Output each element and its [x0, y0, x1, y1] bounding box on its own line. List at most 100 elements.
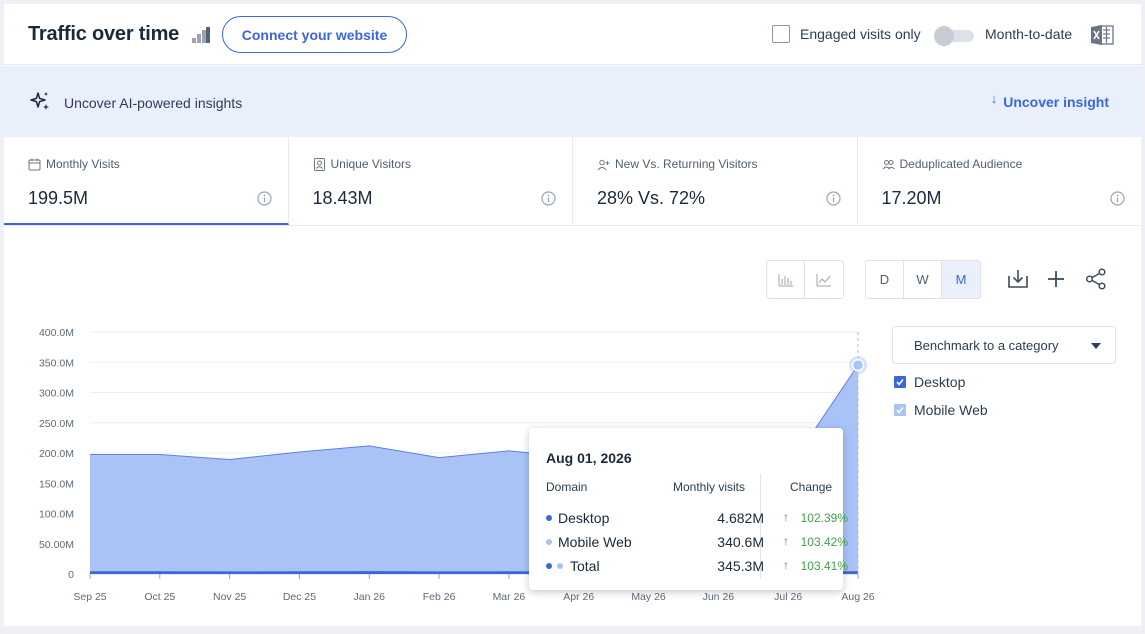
tooltip-row-name: Total	[570, 558, 600, 574]
metric-label: Deduplicated Audience	[899, 157, 1023, 171]
mobile-web-dot	[557, 563, 563, 569]
metric-label: Unique Visitors	[330, 157, 411, 171]
arrow-up-icon: ↑	[783, 534, 789, 548]
y-tick-label: 150.0M	[39, 478, 74, 490]
y-tick-label: 50.00M	[39, 539, 74, 551]
x-tick-label: Feb 26	[423, 591, 456, 603]
engaged-checkbox-box[interactable]	[772, 25, 790, 43]
y-tick-label: 250.0M	[39, 418, 74, 430]
x-tick-label: Jun 26	[703, 591, 735, 603]
legend-label: Desktop	[914, 374, 966, 390]
y-tick-label: 0	[68, 569, 74, 581]
metric-deduplicated-audience[interactable]: Deduplicated Audience 17.20M	[858, 137, 1142, 225]
person-card-icon	[313, 157, 325, 171]
metric-new-vs-returning[interactable]: New Vs. Returning Visitors 28% Vs. 72%	[573, 137, 858, 225]
granularity-month-button[interactable]: M	[942, 261, 980, 298]
legend-mobile-web[interactable]: Mobile Web	[894, 402, 988, 418]
tooltip-row-change: 102.39%	[800, 511, 848, 525]
hover-point	[851, 358, 865, 372]
engaged-visits-checkbox[interactable]: Engaged visits only	[772, 25, 921, 43]
engaged-label: Engaged visits only	[800, 26, 921, 42]
desktop-dot	[546, 515, 552, 521]
month-to-date-label: Month-to-date	[985, 26, 1073, 42]
desktop-dot	[546, 563, 552, 569]
line-chart-button[interactable]	[805, 261, 843, 298]
tooltip-row-visits: 340.6M	[717, 534, 764, 550]
tooltip-col-domain: Domain	[546, 480, 588, 494]
granularity-day-button[interactable]: D	[866, 261, 904, 298]
info-icon[interactable]	[1110, 191, 1125, 206]
metric-unique-visitors[interactable]: Unique Visitors 18.43M	[289, 137, 573, 225]
metric-label: New Vs. Returning Visitors	[615, 157, 758, 171]
calendar-icon	[28, 158, 41, 170]
tooltip-row-change: 103.41%	[800, 559, 848, 573]
tooltip-col-change: Change	[790, 480, 833, 494]
info-icon[interactable]	[256, 191, 272, 206]
chart-tooltip: Aug 01, 2026 Domain Monthly visits Chang…	[529, 428, 848, 590]
excel-icon[interactable]	[1090, 24, 1114, 46]
tooltip-row-change: 103.42%	[800, 535, 848, 549]
metric-monthly-visits[interactable]: Monthly Visits 199.5M	[4, 137, 289, 225]
metric-value: 199.5M	[28, 188, 89, 208]
share-icon[interactable]	[1085, 268, 1107, 290]
plus-icon[interactable]	[1045, 268, 1067, 290]
tooltip-row-visits: 345.3M	[717, 558, 764, 574]
granularity-toggle: D W M	[865, 260, 981, 299]
x-tick-label: Dec 25	[283, 591, 316, 603]
x-tick-label: Apr 26	[563, 591, 594, 603]
rank-bars-icon	[192, 27, 210, 43]
tooltip-row-name: Mobile Web	[558, 534, 632, 550]
checkbox-checked-icon[interactable]	[894, 376, 906, 388]
mobile-web-dot	[546, 539, 552, 545]
y-tick-label: 200.0M	[39, 448, 74, 460]
widget-title: Traffic over time	[28, 23, 180, 45]
legend-desktop[interactable]: Desktop	[894, 374, 965, 390]
y-tick-label: 300.0M	[39, 388, 74, 400]
metric-value: 17.20M	[881, 188, 942, 208]
arrow-up-icon: ↑	[783, 558, 789, 572]
users-icon	[882, 159, 895, 169]
x-tick-label: Sep 25	[73, 591, 106, 603]
x-tick-label: Nov 25	[213, 591, 246, 603]
tooltip-row-total: Total 345.3M ↑ 103.41%	[546, 556, 848, 576]
bar-chart-icon	[778, 273, 793, 286]
tooltip-row-mobile-web: Mobile Web 340.6M ↑ 103.42%	[546, 532, 848, 552]
bar-chart-button[interactable]	[767, 261, 805, 298]
sparkle-icon	[30, 92, 49, 110]
chevron-down-icon	[1091, 343, 1101, 349]
connect-website-button[interactable]: Connect your website	[222, 16, 407, 53]
x-tick-label: Aug 26	[841, 591, 874, 603]
x-tick-label: Jul 26	[774, 591, 802, 603]
benchmark-dropdown[interactable]: Benchmark to a category	[892, 326, 1116, 364]
tooltip-date: Aug 01, 2026	[546, 450, 632, 466]
traffic-widget: Traffic over time Connect your website E…	[4, 4, 1141, 626]
line-chart-icon	[816, 273, 831, 286]
download-icon[interactable]	[1007, 268, 1029, 290]
arrow-down-icon: ↓	[990, 91, 998, 106]
metrics-row: Monthly Visits 199.5M Unique Visitors 18…	[4, 137, 1141, 226]
chart-type-toggle	[766, 260, 844, 299]
info-icon[interactable]	[825, 191, 841, 206]
insight-text: Uncover AI-powered insights	[64, 95, 243, 111]
month-to-date-toggle[interactable]	[934, 26, 974, 46]
info-icon[interactable]	[541, 191, 556, 206]
legend-label: Mobile Web	[914, 402, 988, 418]
widget-header: Traffic over time Connect your website E…	[4, 4, 1141, 65]
checkbox-checked-icon[interactable]	[894, 404, 906, 416]
benchmark-label: Benchmark to a category	[914, 337, 1059, 353]
x-tick-label: Mar 26	[493, 591, 526, 603]
metric-label: Monthly Visits	[46, 157, 120, 171]
tooltip-col-visits: Monthly visits	[673, 480, 746, 494]
metric-value: 18.43M	[312, 188, 373, 208]
y-tick-label: 100.0M	[39, 509, 74, 521]
tooltip-row-visits: 4.682M	[717, 510, 764, 526]
granularity-week-button[interactable]: W	[904, 261, 942, 298]
uncover-insight-link[interactable]: ↓ Uncover insight	[990, 91, 1109, 110]
arrow-up-icon: ↑	[783, 510, 789, 524]
metric-value: 28% Vs. 72%	[597, 188, 706, 208]
y-tick-label: 400.0M	[39, 327, 74, 339]
tooltip-row-name: Desktop	[558, 510, 610, 526]
tooltip-row-desktop: Desktop 4.682M ↑ 102.39%	[546, 508, 848, 528]
y-tick-label: 350.0M	[39, 357, 74, 369]
user-plus-icon	[597, 159, 610, 170]
